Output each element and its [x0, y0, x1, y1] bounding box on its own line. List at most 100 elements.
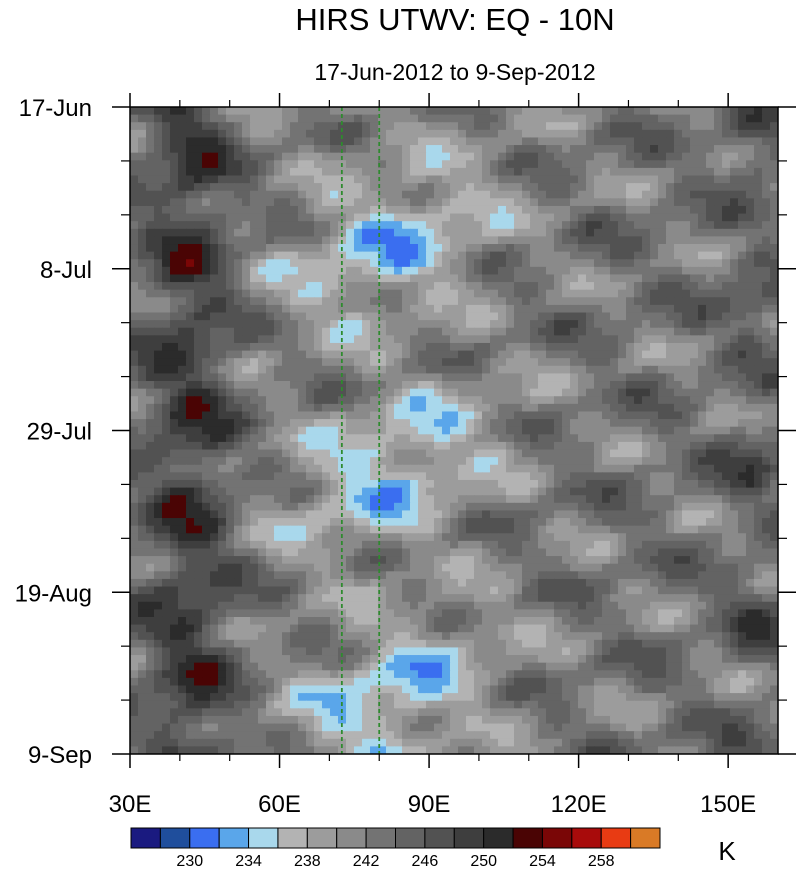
- heatmap-cell: [266, 107, 275, 116]
- heatmap-cell: [306, 266, 315, 276]
- heatmap-cell: [298, 183, 307, 192]
- heatmap-cell: [402, 563, 411, 572]
- heatmap-cell: [394, 426, 403, 435]
- heatmap-cell: [354, 335, 363, 344]
- heatmap-cell: [226, 540, 235, 550]
- heatmap-cell: [314, 396, 323, 405]
- heatmap-cell: [130, 403, 139, 413]
- heatmap-cell: [474, 145, 483, 154]
- heatmap-cell: [490, 297, 499, 306]
- heatmap-cell: [618, 502, 627, 512]
- heatmap-cell: [290, 274, 299, 283]
- heatmap-cell: [722, 563, 731, 572]
- heatmap-cell: [610, 107, 619, 116]
- heatmap-cell: [530, 175, 539, 184]
- heatmap-cell: [442, 297, 451, 306]
- heatmap-cell: [674, 457, 683, 466]
- heatmap-cell: [354, 502, 363, 512]
- heatmap-cell: [514, 479, 523, 489]
- heatmap-cell: [530, 518, 539, 527]
- heatmap-cell: [186, 556, 195, 565]
- heatmap-cell: [562, 167, 571, 177]
- heatmap-cell: [450, 373, 459, 382]
- heatmap-cell: [466, 198, 475, 207]
- heatmap-cell: [250, 167, 259, 177]
- heatmap-cell: [242, 495, 251, 504]
- heatmap-cell: [498, 244, 507, 253]
- heatmap-cell: [202, 495, 211, 504]
- heatmap-cell: [138, 122, 147, 131]
- heatmap-cell: [282, 479, 291, 489]
- heatmap-cell: [562, 525, 571, 534]
- chart-title: HIRS UTWV: EQ - 10N: [295, 2, 614, 37]
- heatmap-cell: [514, 289, 523, 298]
- heatmap-cell: [634, 236, 643, 245]
- heatmap-cell: [170, 304, 179, 314]
- heatmap-cell: [362, 145, 371, 154]
- heatmap-cell: [194, 556, 203, 565]
- heatmap-cell: [578, 472, 587, 481]
- heatmap-cell: [322, 152, 331, 161]
- heatmap-cell: [298, 434, 307, 443]
- heatmap-cell: [770, 525, 778, 534]
- heatmap-cell: [306, 320, 315, 329]
- heatmap-cell: [290, 457, 299, 466]
- heatmap-cell: [258, 495, 267, 504]
- heatmap-cell: [650, 479, 659, 489]
- heatmap-cell: [506, 114, 515, 123]
- heatmap-cell: [314, 548, 323, 557]
- heatmap-cell: [338, 381, 347, 390]
- heatmap-cell: [426, 183, 435, 192]
- heatmap-cell: [242, 373, 251, 382]
- heatmap-cell: [394, 198, 403, 207]
- heatmap-cell: [682, 244, 691, 253]
- heatmap-cell: [226, 472, 235, 481]
- heatmap-cell: [770, 411, 778, 420]
- heatmap-cell: [242, 107, 251, 116]
- heatmap-cell: [514, 259, 523, 268]
- heatmap-cell: [650, 464, 659, 473]
- heatmap-cell: [642, 434, 651, 443]
- heatmap-cell: [410, 190, 419, 199]
- heatmap-cell: [370, 266, 379, 276]
- heatmap-cell: [490, 388, 499, 397]
- heatmap-cell: [682, 122, 691, 131]
- heatmap-cell: [546, 175, 555, 184]
- heatmap-cell: [402, 266, 411, 276]
- heatmap-cell: [338, 312, 347, 321]
- heatmap-cell: [378, 244, 387, 253]
- heatmap-cell: [538, 479, 547, 489]
- heatmap-cell: [442, 449, 451, 458]
- heatmap-cell: [666, 434, 675, 443]
- heatmap-cell: [402, 183, 411, 192]
- heatmap-cell: [466, 167, 475, 177]
- heatmap-cell: [154, 441, 163, 451]
- heatmap-cell: [578, 289, 587, 298]
- heatmap-cell: [522, 388, 531, 397]
- heatmap-cell: [690, 449, 699, 458]
- heatmap-cell: [514, 426, 523, 435]
- heatmap-cell: [738, 251, 747, 260]
- heatmap-cell: [514, 114, 523, 123]
- heatmap-cell: [482, 487, 491, 496]
- heatmap-cell: [538, 167, 547, 177]
- heatmap-cell: [594, 464, 603, 473]
- heatmap-cell: [146, 175, 155, 184]
- heatmap-cell: [426, 342, 435, 352]
- heatmap-cell: [130, 449, 139, 458]
- heatmap-cell: [466, 419, 475, 428]
- heatmap-cell: [658, 419, 667, 428]
- heatmap-cell: [186, 289, 195, 298]
- heatmap-cell: [202, 320, 211, 329]
- heatmap-cell: [754, 457, 763, 466]
- heatmap-cell: [698, 259, 707, 268]
- heatmap-cell: [146, 411, 155, 420]
- heatmap-cell: [618, 297, 627, 306]
- heatmap-cell: [290, 228, 299, 237]
- heatmap-cell: [482, 175, 491, 184]
- heatmap-cell: [458, 563, 467, 572]
- heatmap-cell: [402, 342, 411, 352]
- heatmap-cell: [210, 320, 219, 329]
- heatmap-cell: [666, 449, 675, 458]
- heatmap-cell: [258, 205, 267, 215]
